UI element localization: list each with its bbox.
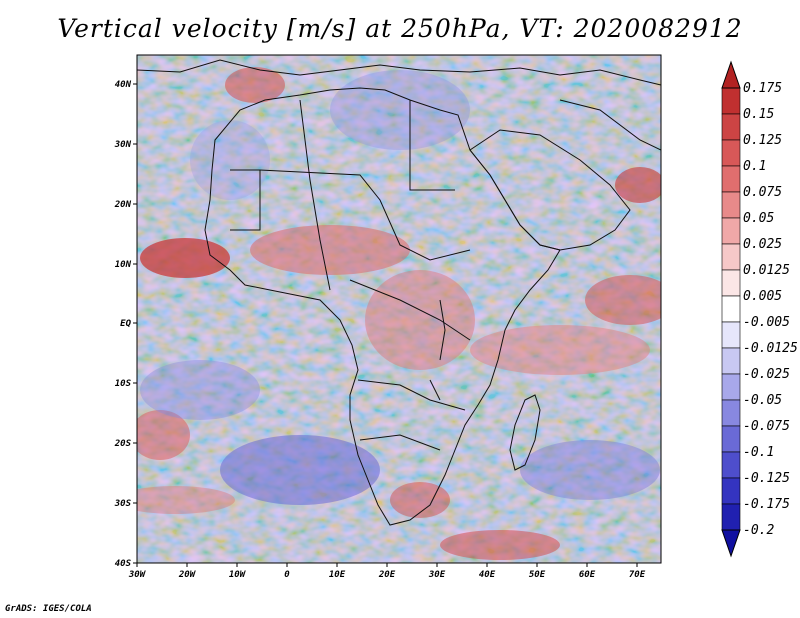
credit-label: GrADS: IGES/COLA [5, 604, 92, 614]
map-title: Vertical velocity [m/s] at 250hPa, VT: 2… [57, 14, 743, 43]
colorbar-label: 0.175 [743, 81, 782, 96]
colorbar-swatch [721, 191, 741, 219]
colorbar-label: -0.005 [743, 315, 790, 330]
colorbar-label: -0.1 [743, 445, 774, 460]
x-tick-label: 20W [178, 570, 197, 580]
colorbar-swatch [721, 321, 741, 349]
y-tick-label: 40S [115, 559, 132, 569]
great-lakes [429, 299, 446, 401]
y-tick-label: EQ [120, 319, 131, 329]
border-3 [409, 100, 455, 191]
border-2 [299, 99, 331, 291]
colorbar-label: -0.075 [743, 419, 790, 434]
colorbar-swatch [721, 347, 741, 375]
colorbar-label: -0.0125 [743, 341, 798, 356]
colorbar-label: 0.15 [743, 107, 774, 122]
arabia-outline [469, 129, 631, 251]
border-1 [259, 169, 471, 261]
map-frame [136, 54, 662, 564]
colorbar-swatch [721, 373, 741, 401]
x-tick-label: 20E [378, 570, 396, 580]
colorbar-label: 0.075 [743, 185, 782, 200]
y-axis-labels: 40N 30N 20N 10N EQ 10S 20S 30S 40S [114, 80, 132, 569]
colorbar-labels: 0.175 0.15 0.125 0.1 0.075 0.05 0.025 0.0125 0.0… [743, 81, 798, 538]
y-tick-label: 30N [114, 140, 132, 150]
europe-coast [137, 59, 661, 86]
colorbar-swatch [721, 477, 741, 505]
colorbar-swatch [721, 165, 741, 193]
y-tick-label: 20S [114, 439, 132, 449]
colorbar-swatch [721, 451, 741, 479]
colorbar-swatch [721, 217, 741, 245]
y-tick-label: 10S [115, 379, 132, 389]
border-7 [230, 169, 261, 231]
colorbar-swatch [721, 425, 741, 453]
madagascar-outline [509, 394, 541, 471]
x-tick-label: 70E [629, 570, 646, 580]
colorbar-label: -0.175 [743, 497, 790, 512]
colorbar-swatch [721, 269, 741, 297]
x-tick-label: 0 [284, 570, 290, 580]
border-8 [559, 99, 661, 151]
colorbar-label: -0.05 [743, 393, 782, 408]
coastlines [137, 59, 661, 526]
colorbar-label: 0.0125 [743, 263, 790, 278]
colorbar-swatch [721, 87, 741, 115]
x-tick-label: 50E [529, 570, 546, 580]
tick-marks [133, 83, 638, 567]
colorbar-label: 0.025 [743, 237, 782, 252]
colorbar-label: -0.025 [743, 367, 790, 382]
colorbar-label: 0.05 [743, 211, 774, 226]
x-tick-label: 60E [579, 570, 596, 580]
colorbar-label: 0.005 [743, 289, 782, 304]
y-tick-label: 10N [115, 260, 132, 270]
colorbar-swatch [721, 139, 741, 167]
border-4 [349, 279, 471, 341]
colorbar-swatch [721, 243, 741, 271]
colorbar-label: 0.1 [743, 159, 766, 174]
x-tick-label: 10W [229, 570, 247, 580]
colorbar-swatch [721, 399, 741, 427]
colorbar-swatch [721, 503, 741, 531]
velocity-field [137, 55, 661, 563]
colorbar-top-arrow [721, 60, 741, 89]
colorbar-label: 0.125 [743, 133, 782, 148]
border-6 [359, 434, 441, 451]
africa-coastline [204, 87, 561, 526]
colorbar-label: -0.2 [743, 523, 774, 538]
colorbar: 0.175 0.15 0.125 0.1 0.075 0.05 0.025 0.0125 0.0… [721, 60, 798, 558]
colorbar-swatch [721, 113, 741, 141]
x-tick-label: 40E [479, 570, 496, 580]
x-tick-label: 30W [128, 570, 147, 580]
y-tick-label: 40N [115, 80, 132, 90]
colorbar-swatches [721, 87, 741, 531]
x-axis-labels: 30W 20W 10W 0 10E 20E 30E 40E 50E 60E 70… [128, 570, 646, 580]
x-tick-label: 10E [329, 570, 346, 580]
colorbar-label: -0.125 [743, 471, 790, 486]
colorbar-bottom-arrow [721, 529, 741, 558]
colorbar-swatch [721, 295, 741, 323]
y-tick-label: 30S [114, 499, 132, 509]
x-tick-label: 30E [428, 570, 446, 580]
y-tick-label: 20N [114, 200, 132, 210]
border-5 [357, 379, 466, 411]
